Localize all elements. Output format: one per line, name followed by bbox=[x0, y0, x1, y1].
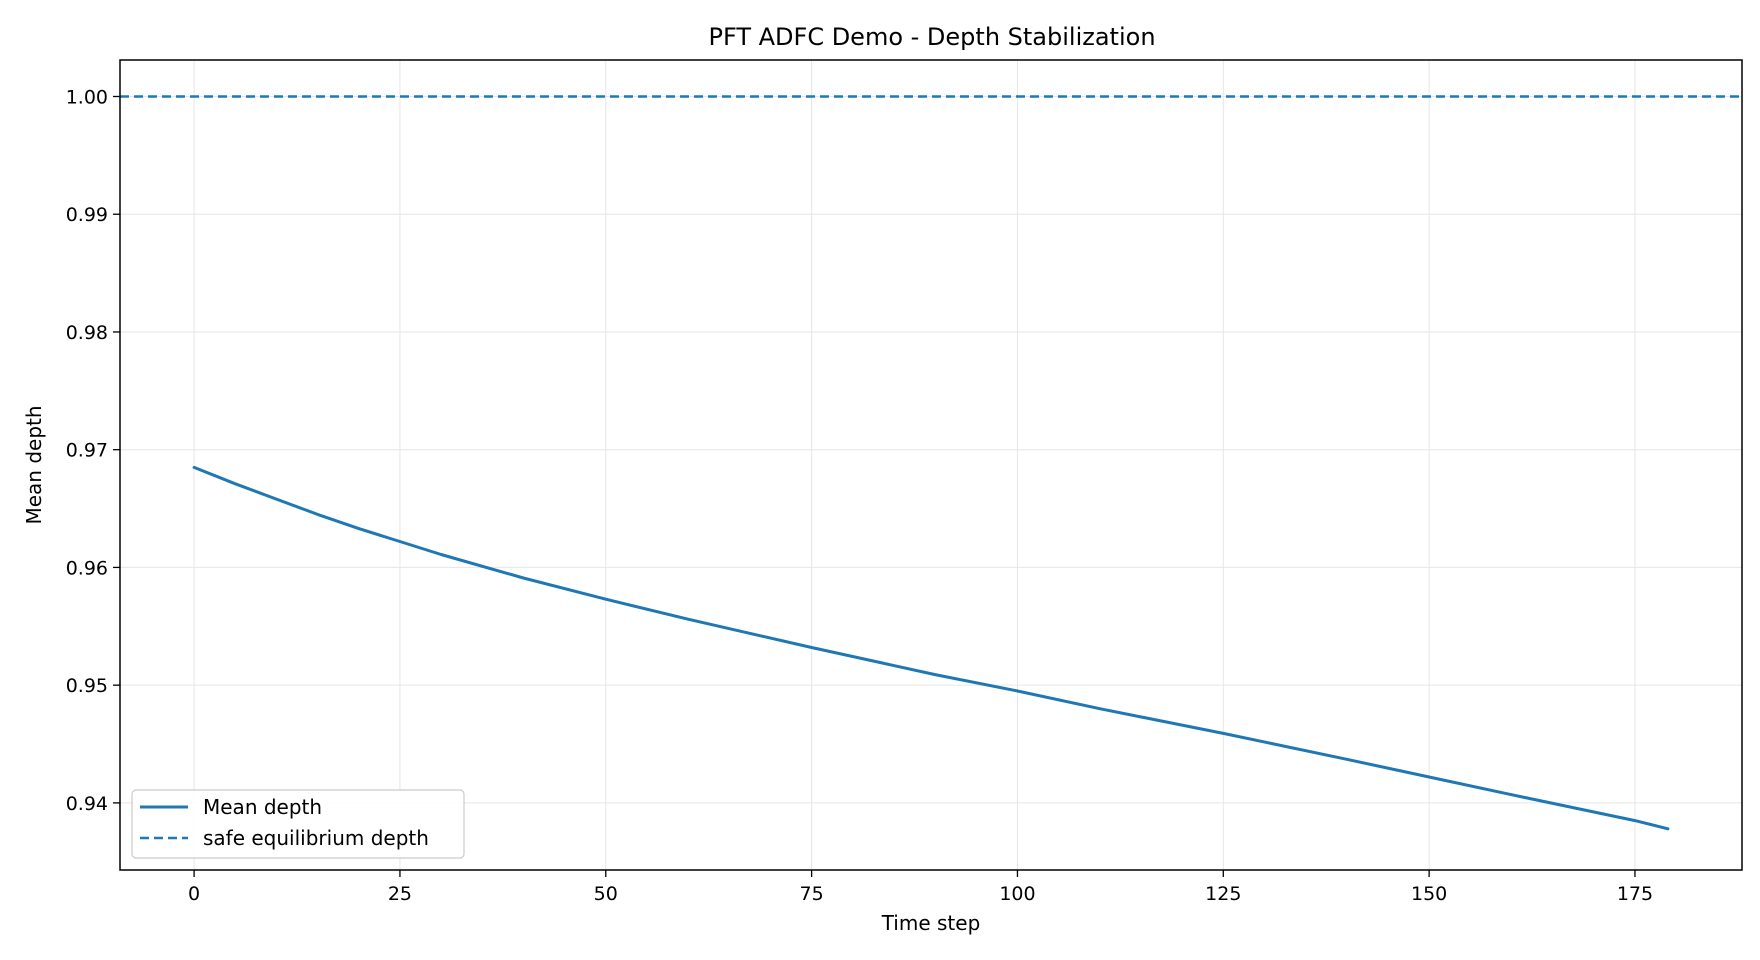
x-axis-label: Time step bbox=[881, 911, 981, 935]
y-axis: 0.94 0.95 0.96 0.97 0.98 0.99 1.00 bbox=[66, 86, 120, 815]
x-tick-label: 0 bbox=[188, 883, 200, 905]
legend-label-mean-depth: Mean depth bbox=[203, 795, 322, 819]
plot-area-frame bbox=[119, 59, 1743, 871]
x-tick-label: 175 bbox=[1617, 883, 1653, 905]
legend-label-safe-equilibrium: safe equilibrium depth bbox=[203, 826, 429, 850]
chart-title: PFT ADFC Demo - Depth Stabilization bbox=[708, 23, 1155, 51]
y-tick-label: 0.94 bbox=[66, 793, 108, 815]
y-tick-label: 0.96 bbox=[66, 557, 108, 579]
y-axis-label: Mean depth bbox=[22, 405, 46, 524]
series-layer bbox=[120, 95, 1742, 831]
x-tick-label: 150 bbox=[1411, 883, 1447, 905]
x-tick-label: 125 bbox=[1205, 883, 1241, 905]
x-tick-label: 75 bbox=[800, 883, 824, 905]
y-tick-label: 0.99 bbox=[66, 204, 108, 226]
y-tick-label: 1.00 bbox=[66, 86, 108, 108]
series-line-mean-depth bbox=[192, 465, 1670, 831]
y-tick-label: 0.95 bbox=[66, 675, 108, 697]
x-tick-label: 50 bbox=[594, 883, 618, 905]
x-tick-label: 25 bbox=[388, 883, 412, 905]
legend-box bbox=[131, 789, 465, 859]
y-tick-label: 0.97 bbox=[66, 440, 108, 462]
grid bbox=[120, 60, 1742, 870]
y-tick-label: 0.98 bbox=[66, 322, 108, 344]
x-axis: 0 25 50 75 100 125 150 175 bbox=[188, 870, 1653, 905]
x-tick-label: 100 bbox=[999, 883, 1035, 905]
legend: Mean depth safe equilibrium depth bbox=[131, 789, 465, 859]
